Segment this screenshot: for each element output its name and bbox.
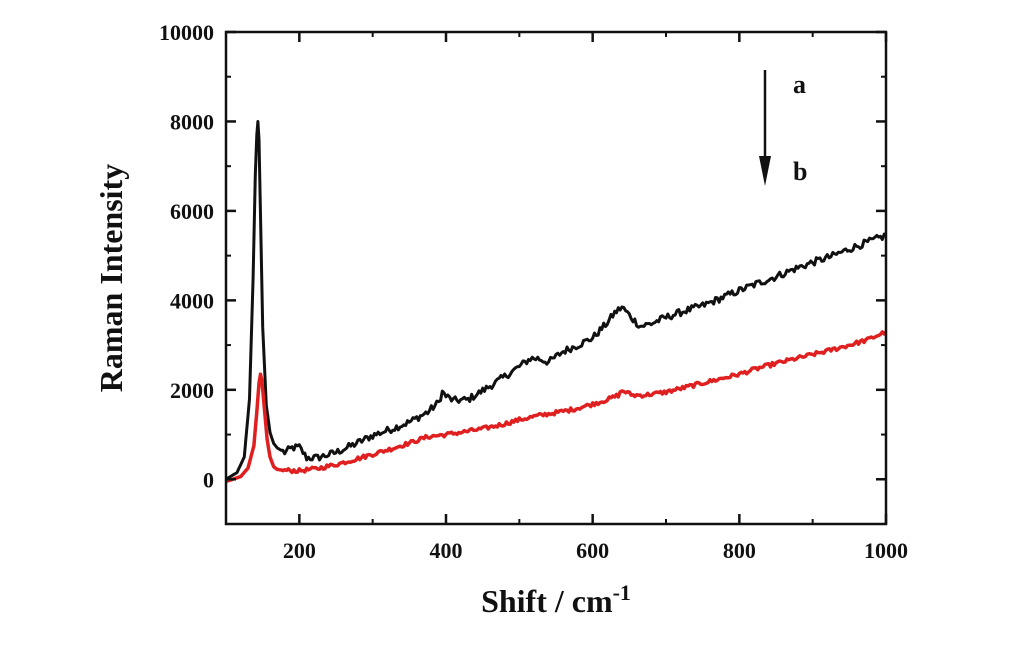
x-axis-title-main: Shift / cm — [481, 583, 613, 619]
x-tick-label: 200 — [283, 538, 316, 563]
plot-frame — [224, 30, 888, 526]
y-tick-label: 0 — [203, 467, 214, 492]
y-tick-label: 8000 — [170, 109, 214, 134]
y-axis-title: Raman Intensity — [93, 164, 129, 392]
y-tick-label: 2000 — [170, 378, 214, 403]
series-line-a — [225, 120, 887, 481]
y-tick-label: 6000 — [170, 199, 214, 224]
x-tick-label: 800 — [723, 538, 756, 563]
y-tick-label: 10000 — [159, 20, 214, 45]
annotation-a: a — [793, 70, 806, 99]
series-layer — [225, 120, 888, 484]
annotation-b: b — [793, 157, 807, 186]
x-tick-label: 400 — [430, 538, 463, 563]
series-line-b — [225, 330, 888, 484]
x-axis-title-superscript: -1 — [613, 580, 631, 605]
y-tick-label: 4000 — [170, 288, 214, 313]
x-tick-label: 600 — [576, 538, 609, 563]
x-tick-label: 1000 — [864, 538, 908, 563]
x-axis-title: Shift / cm-1 — [481, 580, 631, 619]
arrow-head-icon — [759, 156, 771, 186]
